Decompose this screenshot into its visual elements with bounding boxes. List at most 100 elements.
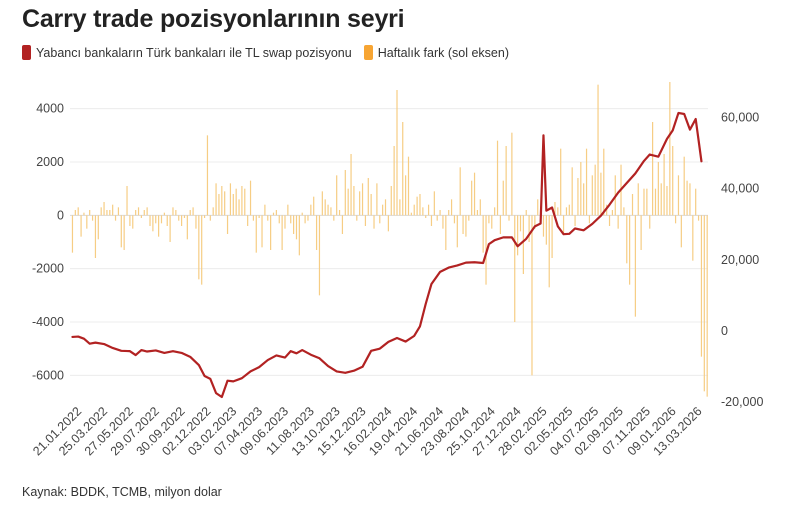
bar <box>611 210 613 216</box>
bar <box>97 215 99 240</box>
bar <box>221 186 223 216</box>
bar <box>195 215 197 229</box>
bar <box>307 215 309 221</box>
x-axis: 21.01.202225.03.202227.05.202229.07.2022… <box>30 404 705 458</box>
bar <box>654 188 657 216</box>
bar <box>241 186 243 216</box>
bar <box>588 215 591 224</box>
bar <box>545 215 547 245</box>
bar <box>270 215 272 250</box>
bar <box>71 215 74 253</box>
bar <box>396 90 398 216</box>
bar <box>571 167 573 216</box>
bar <box>674 215 677 224</box>
bar <box>519 215 522 232</box>
bar-series <box>71 82 708 397</box>
bar <box>537 199 539 216</box>
bar <box>496 140 499 216</box>
bar <box>238 199 240 216</box>
bar <box>310 204 312 216</box>
bar <box>514 215 516 322</box>
bar <box>181 215 183 226</box>
legend-swatch-line <box>22 45 31 60</box>
bar <box>155 215 157 224</box>
bar <box>459 167 461 216</box>
bar <box>508 215 510 221</box>
bar <box>680 215 682 248</box>
bar <box>275 210 277 216</box>
bar <box>603 148 605 216</box>
bar <box>505 146 507 216</box>
bar <box>293 215 295 234</box>
bar <box>315 215 318 250</box>
bar <box>100 207 102 216</box>
bar <box>531 215 533 376</box>
bar <box>456 215 458 248</box>
bar <box>158 215 160 237</box>
bar <box>534 215 536 229</box>
bar <box>74 210 76 216</box>
swap-position-line <box>71 111 703 399</box>
bar <box>580 162 582 216</box>
bar <box>419 194 421 216</box>
bar <box>379 215 381 224</box>
right-tick-label: -20,000 <box>721 395 763 409</box>
bar <box>244 188 246 216</box>
bar <box>462 215 464 234</box>
bar <box>488 215 490 224</box>
bar <box>146 207 148 216</box>
bar <box>629 215 631 285</box>
bar <box>387 215 389 232</box>
bar <box>356 215 358 221</box>
bar <box>442 215 444 229</box>
bar <box>370 194 372 216</box>
bar <box>499 215 501 234</box>
bar <box>494 207 496 216</box>
bar <box>137 207 140 216</box>
right-tick-label: 40,000 <box>721 182 759 196</box>
bar <box>333 215 335 221</box>
bar <box>152 215 154 232</box>
bar <box>361 183 364 216</box>
bar <box>140 215 142 218</box>
bar <box>565 207 568 216</box>
bar <box>542 215 545 237</box>
legend: Yabancı bankaların Türk bankaları ile TL… <box>22 45 521 60</box>
bar <box>350 154 352 216</box>
bar <box>169 215 171 242</box>
bar <box>649 215 651 229</box>
bar <box>91 215 94 221</box>
legend-label-line: Yabancı bankaların Türk bankaları ile TL… <box>36 45 352 60</box>
bar <box>235 188 237 216</box>
bar <box>672 146 674 216</box>
bar <box>367 178 369 216</box>
legend-item-line: Yabancı bankaların Türk bankaları ile TL… <box>22 45 352 60</box>
bar <box>77 207 79 216</box>
bar <box>178 215 180 221</box>
bar <box>574 215 576 226</box>
bar <box>344 170 346 216</box>
bar <box>562 215 565 234</box>
bar <box>465 215 467 237</box>
bar <box>617 215 619 229</box>
bar <box>436 215 438 221</box>
bar <box>402 122 404 216</box>
bar <box>364 215 367 226</box>
bar <box>338 210 341 216</box>
bar <box>103 202 105 216</box>
bar <box>143 210 145 216</box>
bar <box>218 194 220 216</box>
bar <box>183 215 186 218</box>
bar <box>525 210 527 216</box>
bar <box>448 210 450 216</box>
bar <box>290 215 292 224</box>
bar <box>427 204 430 216</box>
bar <box>384 199 387 216</box>
bar <box>359 191 361 216</box>
bar <box>646 188 648 216</box>
bar <box>295 215 298 240</box>
bar <box>416 196 418 216</box>
bar <box>186 215 188 240</box>
bar <box>393 146 395 216</box>
